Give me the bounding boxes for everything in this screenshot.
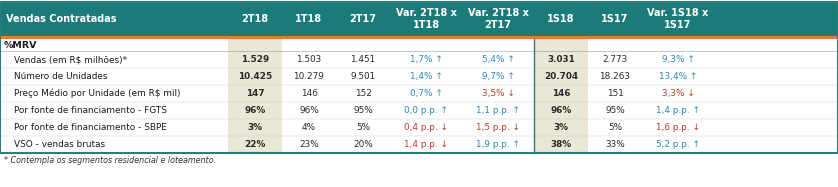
Text: 1T18: 1T18 xyxy=(296,14,323,24)
Text: 96%: 96% xyxy=(299,106,319,115)
Text: 1.503: 1.503 xyxy=(297,55,322,64)
Text: 3%: 3% xyxy=(554,123,568,132)
Text: 5,2 p.p. ↑: 5,2 p.p. ↑ xyxy=(656,140,700,149)
Text: 20.704: 20.704 xyxy=(544,72,578,81)
Text: %MRV: %MRV xyxy=(4,41,38,50)
Text: Vendas (em R$ milhões)*: Vendas (em R$ milhões)* xyxy=(14,55,127,64)
Text: 0,0 p.p. ↑: 0,0 p.p. ↑ xyxy=(404,106,448,115)
Text: 3.031: 3.031 xyxy=(547,55,575,64)
Text: 1,4 p.p. ↑: 1,4 p.p. ↑ xyxy=(656,106,700,115)
Text: 23%: 23% xyxy=(299,140,319,149)
Bar xyxy=(0,2,838,36)
Text: 1,9 p.p. ↑: 1,9 p.p. ↑ xyxy=(476,140,520,149)
Text: 5,4% ↑: 5,4% ↑ xyxy=(482,55,515,64)
Text: 5%: 5% xyxy=(608,123,622,132)
Text: 4%: 4% xyxy=(302,123,316,132)
Text: 1,7% ↑: 1,7% ↑ xyxy=(410,55,442,64)
Text: 1.451: 1.451 xyxy=(350,55,375,64)
Text: 1,5 p.p. ↓: 1,5 p.p. ↓ xyxy=(476,123,520,132)
Text: 10.425: 10.425 xyxy=(238,72,272,81)
Text: 9,3% ↑: 9,3% ↑ xyxy=(662,55,695,64)
Text: 2T17: 2T17 xyxy=(349,14,376,24)
Bar xyxy=(0,36,838,39)
Text: 33%: 33% xyxy=(605,140,625,149)
Text: 151: 151 xyxy=(607,89,623,98)
Text: 146: 146 xyxy=(551,89,570,98)
Text: 147: 147 xyxy=(246,89,264,98)
Text: * Contempla os segmentos residencial e loteamento.: * Contempla os segmentos residencial e l… xyxy=(4,156,216,165)
Text: 3,5% ↓: 3,5% ↓ xyxy=(482,89,515,98)
Bar xyxy=(534,39,588,153)
Text: 1,1 p.p. ↑: 1,1 p.p. ↑ xyxy=(476,106,520,115)
Text: Número de Unidades: Número de Unidades xyxy=(14,72,107,81)
Text: Var. 2T18 x
2T17: Var. 2T18 x 2T17 xyxy=(468,8,529,30)
Text: Vendas Contratadas: Vendas Contratadas xyxy=(6,14,116,24)
Text: 9.501: 9.501 xyxy=(350,72,375,81)
Bar xyxy=(0,2,838,153)
Text: 95%: 95% xyxy=(353,106,373,115)
Text: Var. 1S18 x
1S17: Var. 1S18 x 1S17 xyxy=(648,8,709,30)
Text: 1,6 p.p. ↓: 1,6 p.p. ↓ xyxy=(656,123,700,132)
Text: 20%: 20% xyxy=(353,140,373,149)
Bar xyxy=(228,39,282,153)
Text: 1S17: 1S17 xyxy=(602,14,628,24)
Text: 152: 152 xyxy=(354,89,371,98)
Text: 96%: 96% xyxy=(245,106,266,115)
Text: VSO - vendas brutas: VSO - vendas brutas xyxy=(14,140,105,149)
Text: 96%: 96% xyxy=(551,106,572,115)
Text: 1.529: 1.529 xyxy=(241,55,269,64)
Text: 2.773: 2.773 xyxy=(603,55,628,64)
Text: Preço Médio por Unidade (em R$ mil): Preço Médio por Unidade (em R$ mil) xyxy=(14,89,180,98)
Bar xyxy=(0,39,838,153)
Text: Por fonte de financiamento - FGTS: Por fonte de financiamento - FGTS xyxy=(14,106,167,115)
Text: 9,7% ↑: 9,7% ↑ xyxy=(482,72,515,81)
Text: Var. 2T18 x
1T18: Var. 2T18 x 1T18 xyxy=(396,8,457,30)
Text: 146: 146 xyxy=(301,89,318,98)
Text: 5%: 5% xyxy=(356,123,370,132)
Text: 1S18: 1S18 xyxy=(547,14,575,24)
Text: 2T18: 2T18 xyxy=(241,14,268,24)
Text: 10.279: 10.279 xyxy=(293,72,324,81)
Text: 3,3% ↓: 3,3% ↓ xyxy=(662,89,695,98)
Text: 0,4 p.p. ↓: 0,4 p.p. ↓ xyxy=(404,123,448,132)
Text: Por fonte de financiamento - SBPE: Por fonte de financiamento - SBPE xyxy=(14,123,167,132)
Text: 0,7% ↑: 0,7% ↑ xyxy=(410,89,442,98)
Text: 18.263: 18.263 xyxy=(599,72,630,81)
Text: 1,4 p.p. ↓: 1,4 p.p. ↓ xyxy=(404,140,448,149)
Text: 22%: 22% xyxy=(245,140,266,149)
Text: 38%: 38% xyxy=(551,140,572,149)
Text: 1,4% ↑: 1,4% ↑ xyxy=(410,72,442,81)
Text: 13,4% ↑: 13,4% ↑ xyxy=(659,72,697,81)
Text: 95%: 95% xyxy=(605,106,625,115)
Text: 3%: 3% xyxy=(247,123,262,132)
